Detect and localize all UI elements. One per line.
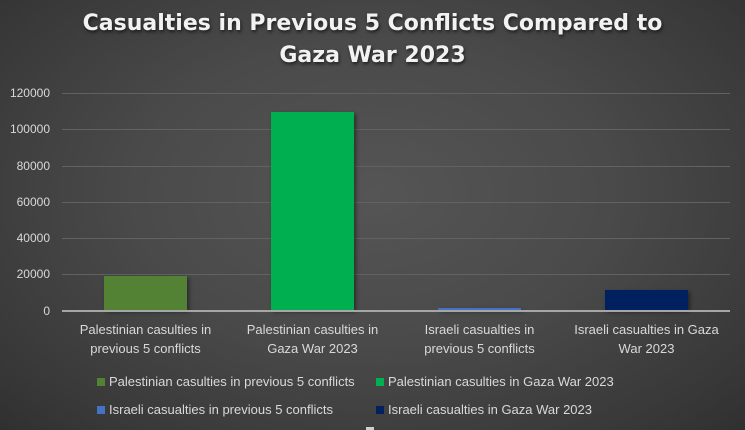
legend-item-israeli-gaza-2023[interactable]: Israeli casualties in Gaza War 2023 bbox=[376, 402, 592, 418]
legend-item-palestinian-gaza-2023[interactable]: Palestinian casulties in Gaza War 2023 bbox=[376, 374, 614, 390]
legend-swatch-icon bbox=[376, 406, 384, 414]
gridline bbox=[62, 274, 730, 275]
x-label-line: Israeli casualties in bbox=[424, 322, 535, 337]
legend-label: Palestinian casulties in Gaza War 2023 bbox=[388, 374, 614, 389]
x-label-line: previous 5 conflicts bbox=[424, 341, 535, 356]
legend-label: Palestinian casulties in previous 5 conf… bbox=[109, 374, 355, 389]
y-tick-100000: 100000 bbox=[9, 122, 50, 136]
x-label-israeli-previous: Israeli casualties in previous 5 conflic… bbox=[396, 320, 563, 358]
gridline bbox=[62, 129, 730, 130]
chart-title: Casualties in Previous 5 Conflicts Compa… bbox=[0, 8, 745, 72]
y-tick-80000: 80000 bbox=[16, 159, 50, 173]
legend-scroll-indicator[interactable] bbox=[366, 427, 374, 430]
bar-4[interactable] bbox=[605, 290, 688, 310]
y-tick-60000: 60000 bbox=[16, 195, 50, 209]
x-label-line: Palestinian casulties in bbox=[246, 322, 379, 337]
gridline bbox=[62, 166, 730, 167]
x-label-line: Israeli casualties in Gaza bbox=[574, 322, 719, 337]
y-tick-40000: 40000 bbox=[16, 231, 50, 245]
x-label-line: Gaza War 2023 bbox=[267, 341, 358, 356]
x-label-line: War 2023 bbox=[618, 341, 675, 356]
chart-title-line-1: Casualties in Previous 5 Conflicts Compa… bbox=[82, 11, 663, 36]
legend-swatch-icon bbox=[97, 406, 105, 414]
gridline bbox=[62, 238, 730, 239]
bar-1[interactable] bbox=[104, 276, 187, 310]
plot-area bbox=[62, 93, 730, 312]
x-label-line: previous 5 conflicts bbox=[90, 341, 201, 356]
legend-item-palestinian-previous[interactable]: Palestinian casulties in previous 5 conf… bbox=[97, 374, 355, 390]
x-label-israeli-gaza-2023: Israeli casualties in Gaza War 2023 bbox=[563, 320, 730, 358]
legend-item-israeli-previous[interactable]: Israeli casualties in previous 5 conflic… bbox=[97, 402, 333, 418]
bar-3[interactable] bbox=[438, 308, 521, 310]
legend-label: Israeli casualties in previous 5 conflic… bbox=[109, 402, 333, 417]
legend-label: Israeli casualties in Gaza War 2023 bbox=[388, 402, 593, 417]
x-axis-line bbox=[62, 310, 730, 312]
y-tick-120000: 120000 bbox=[9, 86, 50, 100]
chart-title-line-2: Gaza War 2023 bbox=[279, 43, 466, 68]
legend-swatch-icon bbox=[376, 378, 384, 386]
bar-2[interactable] bbox=[271, 112, 354, 310]
gridline bbox=[62, 93, 730, 94]
x-label-line: Palestinian casulties in bbox=[79, 322, 212, 337]
gridline bbox=[62, 202, 730, 203]
y-tick-0: 0 bbox=[43, 304, 50, 318]
y-tick-20000: 20000 bbox=[16, 267, 50, 281]
x-label-palestinian-previous: Palestinian casulties in previous 5 conf… bbox=[62, 320, 229, 358]
legend-swatch-icon bbox=[97, 378, 105, 386]
x-label-palestinian-gaza-2023: Palestinian casulties in Gaza War 2023 bbox=[229, 320, 396, 358]
